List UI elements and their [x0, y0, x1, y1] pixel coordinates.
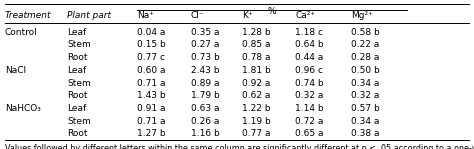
Text: 0.15 b: 0.15 b	[137, 41, 166, 49]
Text: 1.79 b: 1.79 b	[191, 91, 219, 100]
Text: 1.16 b: 1.16 b	[191, 129, 219, 138]
Text: Stem: Stem	[67, 41, 91, 49]
Text: 1.43 b: 1.43 b	[137, 91, 166, 100]
Text: Values followed by different letters within the same column are significantly di: Values followed by different letters wit…	[5, 144, 474, 149]
Text: 0.50 b: 0.50 b	[351, 66, 380, 75]
Text: 0.38 a: 0.38 a	[351, 129, 379, 138]
Text: 0.96 c: 0.96 c	[295, 66, 323, 75]
Text: 1.14 b: 1.14 b	[295, 104, 324, 113]
Text: 0.63 a: 0.63 a	[191, 104, 219, 113]
Text: 0.32 a: 0.32 a	[295, 91, 323, 100]
Text: 0.64 b: 0.64 b	[295, 41, 324, 49]
Text: Leaf: Leaf	[67, 104, 87, 113]
Text: 1.28 b: 1.28 b	[242, 28, 270, 37]
Text: 1.19 b: 1.19 b	[242, 117, 270, 126]
Text: 1.18 c: 1.18 c	[295, 28, 323, 37]
Text: 0.34 a: 0.34 a	[351, 79, 379, 88]
Text: Ca²⁺: Ca²⁺	[295, 11, 315, 20]
Text: Root: Root	[67, 53, 88, 62]
Text: Cl⁻: Cl⁻	[191, 11, 204, 20]
Text: Stem: Stem	[67, 79, 91, 88]
Text: NaCl: NaCl	[5, 66, 26, 75]
Text: 0.77 c: 0.77 c	[137, 53, 165, 62]
Text: 0.58 b: 0.58 b	[351, 28, 380, 37]
Text: NaHCO₃: NaHCO₃	[5, 104, 41, 113]
Text: Control: Control	[5, 28, 37, 37]
Text: 0.85 a: 0.85 a	[242, 41, 270, 49]
Text: K⁺: K⁺	[242, 11, 252, 20]
Text: 0.28 a: 0.28 a	[351, 53, 379, 62]
Text: Stem: Stem	[67, 117, 91, 126]
Text: 0.65 a: 0.65 a	[295, 129, 324, 138]
Text: 0.32 a: 0.32 a	[351, 91, 379, 100]
Text: 0.62 a: 0.62 a	[242, 91, 270, 100]
Text: 0.77 a: 0.77 a	[242, 129, 270, 138]
Text: 0.44 a: 0.44 a	[295, 53, 323, 62]
Text: Na⁺: Na⁺	[137, 11, 154, 20]
Text: 0.92 a: 0.92 a	[242, 79, 270, 88]
Text: 0.27 a: 0.27 a	[191, 41, 219, 49]
Text: 0.73 b: 0.73 b	[191, 53, 219, 62]
Text: 1.27 b: 1.27 b	[137, 129, 166, 138]
Text: Treatment: Treatment	[5, 11, 51, 20]
Text: %: %	[267, 7, 276, 16]
Text: Root: Root	[67, 91, 88, 100]
Text: 0.71 a: 0.71 a	[137, 79, 165, 88]
Text: 0.78 a: 0.78 a	[242, 53, 270, 62]
Text: 0.04 a: 0.04 a	[137, 28, 165, 37]
Text: 2.43 b: 2.43 b	[191, 66, 219, 75]
Text: 0.26 a: 0.26 a	[191, 117, 219, 126]
Text: 0.71 a: 0.71 a	[137, 117, 165, 126]
Text: 0.34 a: 0.34 a	[351, 117, 379, 126]
Text: Leaf: Leaf	[67, 66, 87, 75]
Text: Root: Root	[67, 129, 88, 138]
Text: 0.22 a: 0.22 a	[351, 41, 379, 49]
Text: 0.60 a: 0.60 a	[137, 66, 165, 75]
Text: 0.72 a: 0.72 a	[295, 117, 323, 126]
Text: 0.74 b: 0.74 b	[295, 79, 324, 88]
Text: Leaf: Leaf	[67, 28, 87, 37]
Text: Mg²⁺: Mg²⁺	[351, 11, 373, 20]
Text: Plant part: Plant part	[67, 11, 111, 20]
Text: 1.81 b: 1.81 b	[242, 66, 270, 75]
Text: 0.35 a: 0.35 a	[191, 28, 219, 37]
Text: 0.91 a: 0.91 a	[137, 104, 165, 113]
Text: 0.89 a: 0.89 a	[191, 79, 219, 88]
Text: 0.57 b: 0.57 b	[351, 104, 380, 113]
Text: 1.22 b: 1.22 b	[242, 104, 270, 113]
